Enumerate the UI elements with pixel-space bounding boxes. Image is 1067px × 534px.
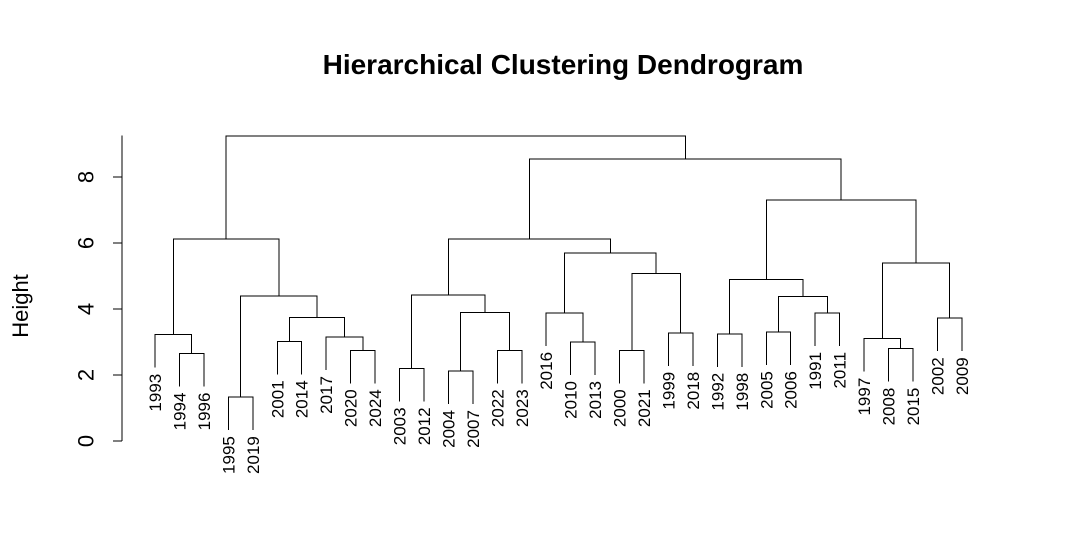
y-tick-label: 6 xyxy=(74,237,99,249)
leaf-label: 2022 xyxy=(488,389,507,427)
leaf-label: 2012 xyxy=(415,407,434,445)
leaf-label: 1993 xyxy=(146,374,165,412)
dendrogram-branch xyxy=(814,312,841,346)
leaf-label: 2010 xyxy=(562,381,581,419)
leaf-label: 2008 xyxy=(880,388,899,426)
leaf-label: 2021 xyxy=(635,389,654,427)
leaf-label: 2019 xyxy=(244,436,263,474)
dendrogram-branch xyxy=(276,340,303,375)
dendrogram-branch xyxy=(936,317,963,352)
leaf-label: 2003 xyxy=(391,407,410,445)
leaf-label: 2015 xyxy=(904,388,923,426)
leaf-label: 1996 xyxy=(195,393,214,431)
dendrogram-branch xyxy=(227,396,254,431)
dendrogram-branch xyxy=(411,294,486,369)
leaf-label: 1991 xyxy=(806,352,825,390)
leaf-label: 2006 xyxy=(782,371,801,409)
dendrogram-branch xyxy=(325,336,364,371)
leaf-label: 2011 xyxy=(831,352,850,389)
leaf-label: 2018 xyxy=(684,372,703,410)
dendrogram-branch xyxy=(154,334,193,368)
dendrogram-branch xyxy=(570,341,596,375)
y-tick-label: 8 xyxy=(74,171,99,183)
y-tick-label: 2 xyxy=(74,369,99,381)
y-axis: 0 2 4 6 8 xyxy=(74,135,123,447)
chart-title: Hierarchical Clustering Dendrogram xyxy=(323,49,804,80)
y-tick-label: 0 xyxy=(74,435,99,447)
dendrogram-branch xyxy=(447,238,611,296)
dendrogram-branch xyxy=(881,262,951,339)
dendrogram-branch xyxy=(178,353,205,387)
dendrogram-branch xyxy=(716,333,743,367)
leaf-labels: 1993 1994 1996 1995 2019 2001 2014 2017 2020 2024… xyxy=(146,352,972,474)
leaf-label: 2016 xyxy=(537,352,556,390)
dendrogram-branch xyxy=(350,349,376,384)
dendrogram-branch xyxy=(447,370,474,405)
dendrogram-branch xyxy=(460,311,511,372)
dendrogram-branch xyxy=(225,135,686,240)
dendrogram-branch xyxy=(528,158,842,240)
leaf-label: 2024 xyxy=(366,389,385,427)
dendrogram-branch xyxy=(765,199,917,280)
dendrogram-branch xyxy=(765,331,792,366)
dendrogram-branch xyxy=(399,367,425,402)
dendrogram-branch xyxy=(729,278,804,334)
leaf-label: 2020 xyxy=(342,389,361,427)
dendrogram-branch xyxy=(545,312,584,346)
dendrogram-branch xyxy=(667,332,694,366)
dendrogram-branch xyxy=(631,272,682,351)
leaf-label: 2017 xyxy=(317,376,336,414)
dendrogram-branch xyxy=(863,338,902,372)
leaf-label: 2002 xyxy=(928,357,947,395)
leaf-label: 2004 xyxy=(439,410,458,448)
y-tick-label: 4 xyxy=(74,303,99,315)
leaf-label: 2000 xyxy=(611,389,630,427)
dendrogram-branch xyxy=(777,295,828,333)
dendrogram-branch xyxy=(619,349,645,384)
leaf-label: 1994 xyxy=(170,393,189,431)
dendrogram-branch xyxy=(888,348,914,382)
leaf-label: 1995 xyxy=(219,436,238,474)
leaf-label: 2005 xyxy=(757,371,776,409)
leaf-label: 1992 xyxy=(708,373,727,411)
dendrogram-branch xyxy=(496,349,523,384)
leaf-label: 2014 xyxy=(293,380,312,418)
leaf-label: 2023 xyxy=(513,389,532,427)
leaf-label: 1998 xyxy=(733,373,752,411)
leaf-label: 1999 xyxy=(659,372,678,410)
y-axis-label: Height xyxy=(8,274,33,338)
dendrogram-branch xyxy=(172,238,280,335)
leaf-label: 1997 xyxy=(855,378,874,416)
dendrogram-tree xyxy=(154,135,963,431)
leaf-label: 2013 xyxy=(586,381,605,419)
leaf-label: 2001 xyxy=(268,380,287,418)
dendrogram-branch xyxy=(564,252,657,313)
leaf-label: 2009 xyxy=(953,357,972,395)
leaf-label: 2007 xyxy=(464,410,483,448)
dendrogram-branch xyxy=(288,316,345,342)
